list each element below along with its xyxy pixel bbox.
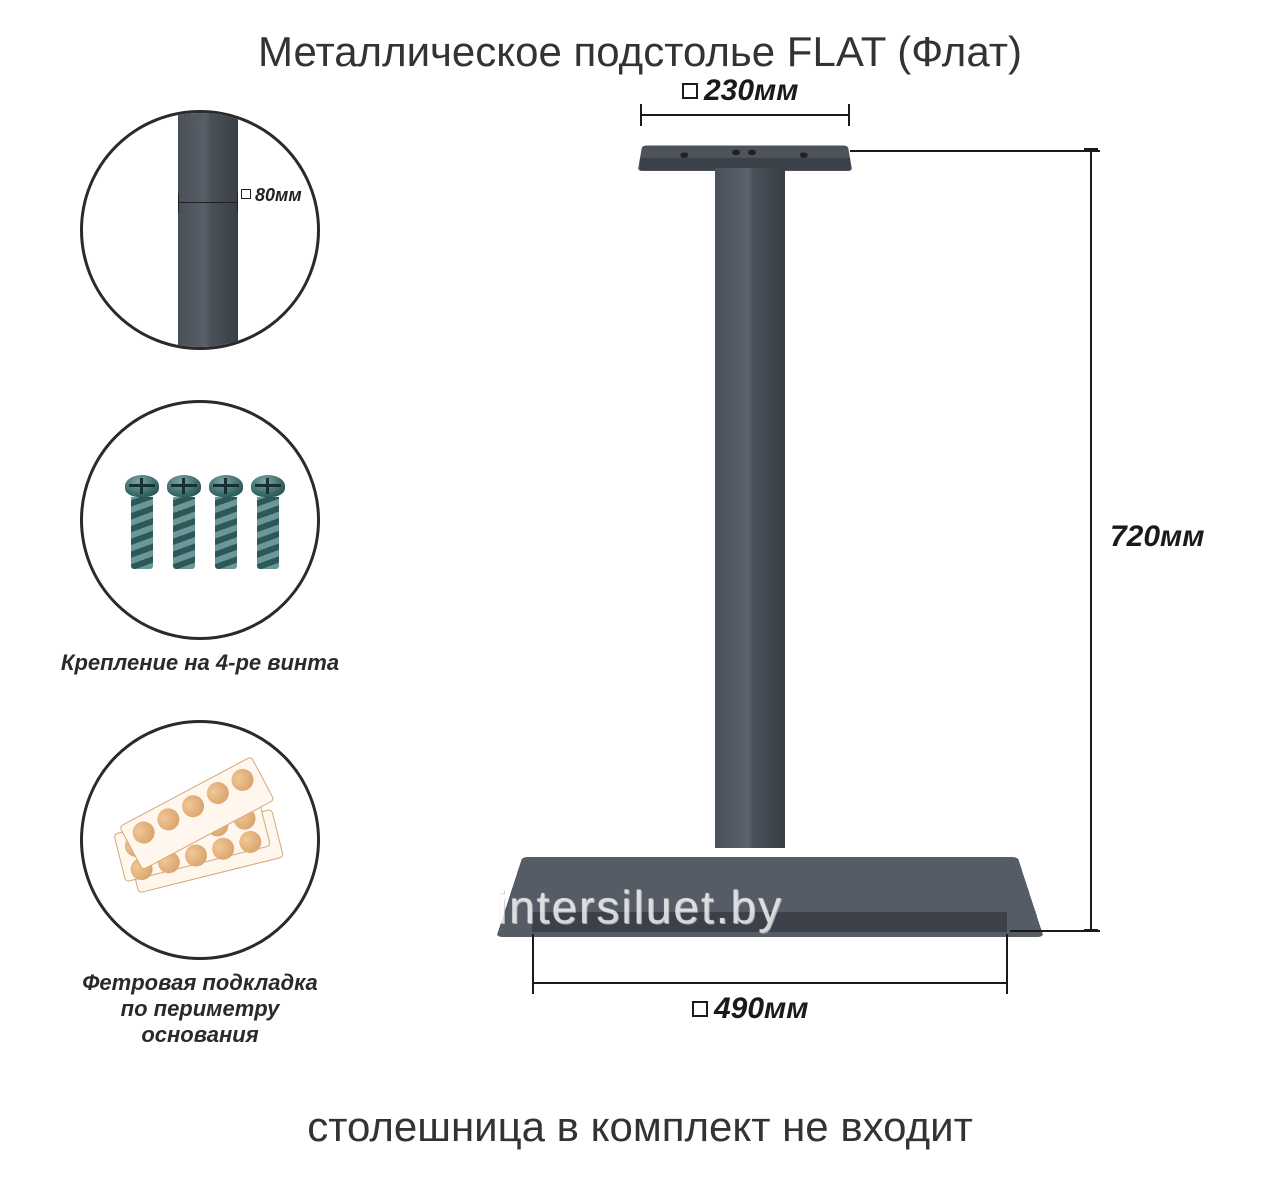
- screw-icon: [251, 475, 285, 569]
- base-dimension-label: 490мм: [714, 992, 808, 1026]
- dim-line: [640, 114, 850, 116]
- dim-extension: [1006, 934, 1008, 994]
- dim-line: [532, 982, 1008, 984]
- top-plate-dimension-label: 230мм: [704, 74, 798, 108]
- square-symbol-icon: [692, 1001, 708, 1017]
- screws-caption: Крепление на 4-ре винта: [60, 650, 340, 676]
- felt-caption: Фетровая подкладка по периметру основани…: [60, 970, 340, 1048]
- dim-tick: [1084, 929, 1098, 932]
- square-symbol-icon: [241, 189, 251, 199]
- top-plate-dimension: 230мм: [682, 74, 798, 108]
- dim-line: [1090, 150, 1092, 932]
- dim-tick: [1084, 148, 1098, 151]
- screw-icon: [125, 475, 159, 569]
- detail-column-section-circle: 80мм: [80, 110, 320, 350]
- detail-felt-circle: [80, 720, 320, 960]
- column-width-label: 80мм: [255, 185, 302, 206]
- column-graphic: [715, 168, 785, 848]
- detail-screws-circle: [80, 400, 320, 640]
- watermark-text: intersiluet.by: [497, 880, 783, 934]
- page-title: Металлическое подстолье FLAT (Флат): [0, 28, 1280, 76]
- screw-icon: [167, 475, 201, 569]
- bottom-disclaimer: столешница в комплект не входит: [0, 1103, 1280, 1151]
- column-sample-graphic: [178, 113, 238, 350]
- base-dimension: 490мм: [692, 992, 808, 1026]
- square-symbol-icon: [682, 83, 698, 99]
- dim-extension: [532, 934, 534, 994]
- screw-icon: [209, 475, 243, 569]
- dim-extension: [850, 150, 1100, 152]
- column-width-bracket: [178, 193, 238, 213]
- height-dimension-label: 720мм: [1110, 520, 1204, 554]
- height-dimension: 720мм: [1110, 520, 1204, 554]
